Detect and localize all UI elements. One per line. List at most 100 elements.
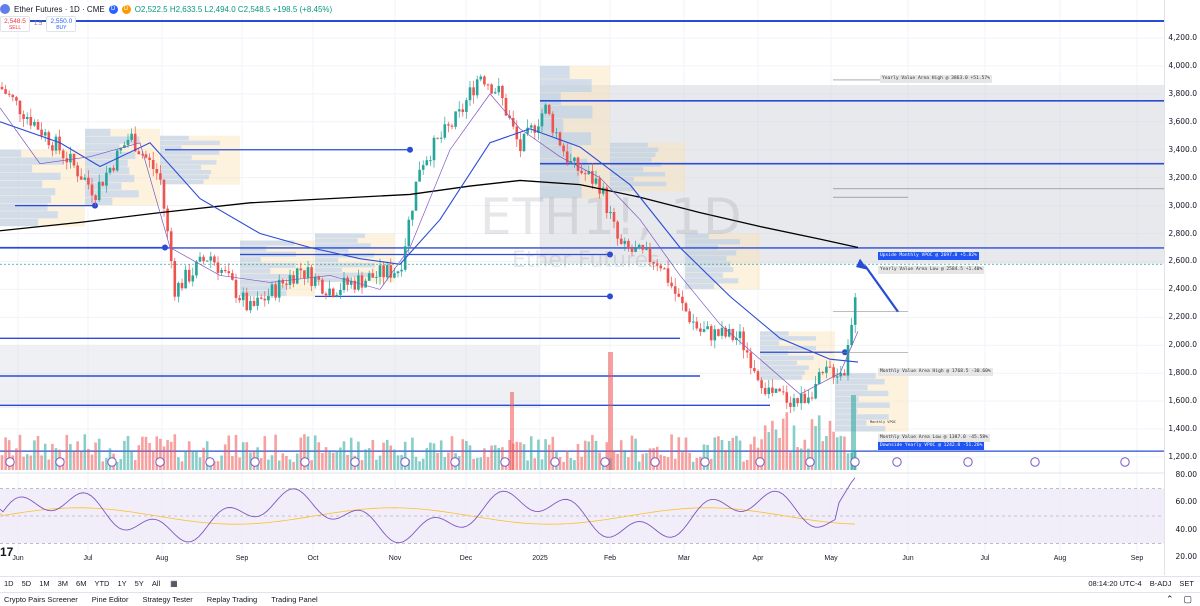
tab-replay-trading[interactable]: Replay Trading: [206, 595, 258, 604]
range-ytd[interactable]: YTD: [94, 579, 110, 588]
volume-profile-bar: [0, 188, 56, 196]
range-5d[interactable]: 5D: [21, 579, 32, 588]
volume-bar: [87, 448, 90, 470]
price-tick-label: 3,600.0: [1168, 116, 1197, 126]
annotation-yearly-vah[interactable]: Yearly Value Area High @ 3863.0 +51.57%: [880, 75, 992, 83]
candle-body: [79, 176, 83, 180]
range-1y[interactable]: 1Y: [117, 579, 127, 588]
annotation-upside-vpoc[interactable]: Upside Monthly VPOC @ 2697.0 +5.82%: [878, 252, 979, 260]
buy-button[interactable]: 2,550.0 BUY: [46, 16, 77, 32]
event-marker-icon: [700, 457, 710, 467]
trade-buttons: 2,548.5 SELL 1.5 2,550.0 BUY: [0, 16, 77, 32]
tab-pine-editor[interactable]: Pine Editor: [91, 595, 129, 604]
candle-body: [461, 109, 465, 112]
candle-body: [11, 94, 15, 98]
candle-body: [29, 116, 33, 126]
volume-bar: [375, 459, 378, 470]
maximize-icon[interactable]: ▢: [1183, 594, 1192, 604]
delay-badge-icon[interactable]: D: [121, 4, 131, 14]
volume-bar: [421, 458, 425, 470]
volume-profile-bar: [685, 261, 731, 267]
candle-body: [583, 173, 587, 175]
buy-label: BUY: [56, 25, 67, 31]
candle-body: [558, 132, 562, 146]
sell-price: 2,548.5: [4, 18, 26, 25]
time-axis[interactable]: Jun Jul Aug Sep Oct Nov Dec 2025 Feb Mar Apr May Jun…: [0, 555, 1164, 569]
volume-profile-bar: [240, 240, 295, 246]
volume-profile-bar: [835, 420, 867, 426]
candle-body: [241, 292, 245, 301]
volume-profile-bar: [85, 136, 140, 144]
volume-profile-bar: [610, 186, 634, 192]
tradingview-logo[interactable]: 17: [0, 545, 14, 559]
data-badge-icon[interactable]: D: [108, 4, 118, 14]
volume-bar: [529, 436, 533, 470]
candle-body: [227, 271, 231, 274]
range-3m[interactable]: 3M: [57, 579, 69, 588]
annotation-downside-vpoc[interactable]: Downside Yearly VPOC @ 1242.0 -51.26%: [878, 442, 985, 450]
adjust-toggle[interactable]: B-ADJ: [1149, 579, 1172, 588]
volume-bar: [735, 435, 738, 470]
chart-pane[interactable]: ETH1!, 1D Ether Futures Yearly Value Are…: [0, 0, 1164, 575]
candle-body: [429, 160, 432, 162]
tab-crypto-pairs-screener[interactable]: Crypto Pairs Screener: [4, 595, 78, 604]
session-toggle[interactable]: SET: [1179, 579, 1194, 588]
volume-bar: [745, 459, 749, 470]
candle-body: [789, 402, 792, 407]
sell-button[interactable]: 2,548.5 SELL: [0, 16, 30, 32]
volume-profile-bar: [160, 140, 220, 146]
candle-body: [522, 133, 526, 152]
tab-trading-panel[interactable]: Trading Panel: [271, 595, 318, 604]
volume-profile-bar: [835, 425, 886, 432]
annotation-yearly-val[interactable]: Yearly Value Area Low @ 2584.5 +1.40%: [878, 266, 985, 274]
candle-body: [252, 300, 256, 306]
volume-bar: [799, 448, 803, 470]
price-axis[interactable]: 4,200.0 4,000.0 3,800.0 3,600.0 3,400.0 3,200…: [1164, 0, 1200, 575]
volume-profile-bar: [0, 157, 64, 165]
volume-bar: [357, 441, 360, 470]
range-1d[interactable]: 1D: [4, 579, 14, 588]
symbol-title[interactable]: Ether Futures · 1D · CME: [14, 4, 105, 14]
candle-body: [40, 129, 43, 136]
candle-body: [393, 273, 396, 278]
range-6m[interactable]: 6M: [76, 579, 87, 588]
volume-bar: [483, 448, 486, 470]
tab-strategy-tester[interactable]: Strategy Tester: [142, 595, 193, 604]
volume-bar: [706, 444, 709, 470]
candle-body: [576, 157, 580, 171]
price-chart[interactable]: [0, 0, 1164, 575]
event-marker-icon: [400, 457, 410, 467]
volume-bar: [508, 439, 511, 470]
clock[interactable]: 08:14:20 UTC-4: [1088, 579, 1142, 588]
vpoc-dot: [162, 244, 168, 251]
volume-bar: [187, 441, 191, 470]
range-all[interactable]: All: [151, 579, 161, 588]
volume-profile-bar: [685, 278, 739, 284]
candle-body: [673, 286, 677, 294]
candle-body: [493, 92, 497, 94]
volume-profile-bar: [0, 172, 61, 180]
calendar-icon[interactable]: ▦: [170, 579, 178, 588]
volume-bar: [681, 452, 684, 470]
volume-bar: [33, 440, 36, 470]
symbol-legend[interactable]: Ether Futures · 1D · CME D D O2,522.5 H2…: [0, 2, 339, 16]
volume-profile-bar: [240, 257, 261, 263]
volume-profile-bar: [240, 246, 267, 252]
candle-body: [684, 303, 688, 312]
candle-body: [645, 247, 648, 250]
range-1m[interactable]: 1M: [39, 579, 50, 588]
candle-body: [22, 114, 25, 120]
candle-body: [191, 275, 195, 282]
annotation-monthly-val[interactable]: Monthly Value Area Low @ 1387.0 -45.58%: [878, 434, 990, 442]
candle-body: [483, 76, 486, 85]
volume-bar: [432, 443, 436, 470]
annotation-monthly-vah[interactable]: Monthly Value Area High @ 1768.5 -30.60%: [878, 368, 993, 376]
volume-profile-bar: [610, 152, 656, 157]
candle-body: [490, 84, 493, 94]
chevron-up-icon[interactable]: ⌃: [1165, 594, 1174, 604]
volume-bar: [486, 457, 490, 470]
candle-body: [760, 380, 763, 389]
volume-profile-bar: [760, 370, 805, 375]
range-5y[interactable]: 5Y: [134, 579, 144, 588]
volume-profile-bar: [760, 350, 789, 356]
